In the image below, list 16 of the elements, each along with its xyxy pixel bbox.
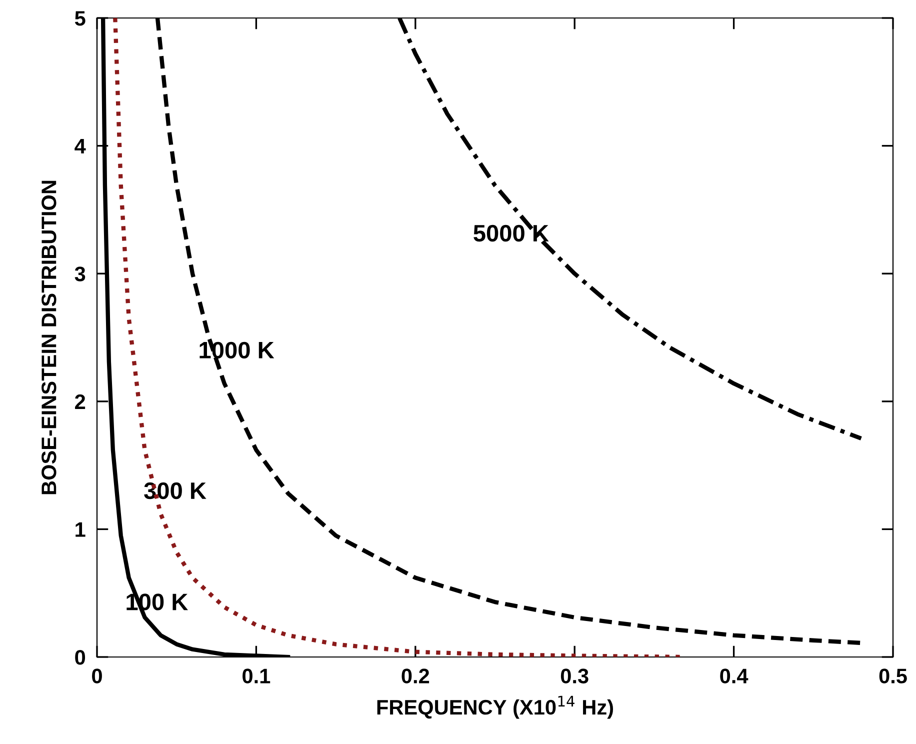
x-tick-label: 0.3 <box>560 668 588 684</box>
annotation: 1000 K <box>200 342 274 359</box>
y-tick-label: 1 <box>76 522 86 537</box>
x-axis-title: FREQUENCY (X10$^{14}$ Hz) <box>377 696 614 719</box>
y-tick-label: 5 <box>74 11 86 26</box>
x-tick-label: 0 <box>92 668 102 684</box>
annotation: 300 K <box>144 482 206 500</box>
x-tick-label: 0.1 <box>242 668 270 684</box>
x-tick-label: 0.4 <box>720 668 748 684</box>
y-tick-label: 0 <box>75 650 86 665</box>
x-tick-label: 0.5 <box>879 668 907 684</box>
x-tick-label: 0.2 <box>402 668 430 684</box>
y-tick-label: 4 <box>74 139 86 154</box>
y-tick-label: 3 <box>74 266 86 282</box>
y-axis-title: BOSE-EINSTEIN DISTRIBUTION <box>42 180 56 494</box>
y-tick-label: 2 <box>75 394 86 409</box>
